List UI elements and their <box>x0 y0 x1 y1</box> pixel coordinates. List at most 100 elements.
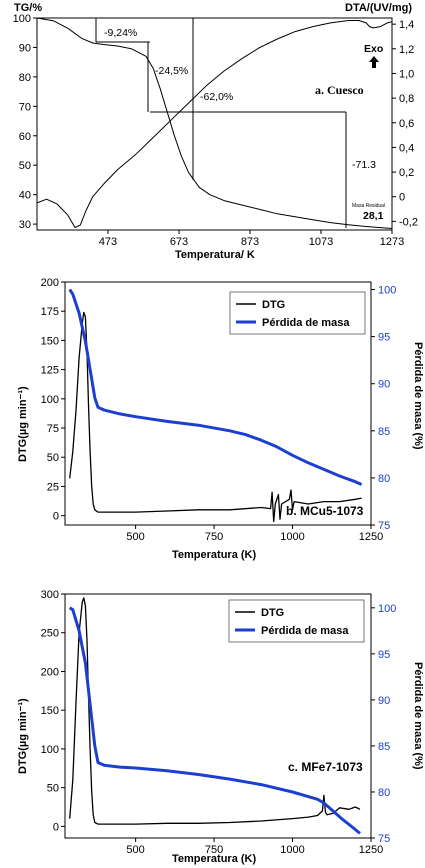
x-axis-label: Temperatura (K) <box>172 853 256 865</box>
x-tick-label: 673 <box>170 236 188 248</box>
x-tick-label: 750 <box>205 844 223 856</box>
annotation-28-1: 28,1 <box>363 210 384 222</box>
tick-group: 500 750 1000 125030025020015010050010095908… <box>41 589 397 856</box>
x-tick-label: 1250 <box>359 531 383 543</box>
chart-a-cuesco: 473 673 873 1073 1273 100 90 80 70 60 50 40 30 1,4 1,2… <box>13 2 418 261</box>
annotation-71-3: -71.3 <box>352 159 376 171</box>
y-tick-label: 90 <box>19 42 31 54</box>
y-tick-label: 40 <box>19 190 31 202</box>
x-tick-label: 500 <box>126 531 144 543</box>
series-line-0 <box>36 17 393 229</box>
y-tick-label: 70 <box>19 101 31 113</box>
y-tick-label: 250 <box>41 628 59 640</box>
y2-tick-label: 0,2 <box>399 167 414 179</box>
y-tick-label: 300 <box>41 589 59 601</box>
y2-tick-label: 100 <box>378 285 396 297</box>
x-axis-label: Temperatura/ K <box>175 249 255 261</box>
legend-label-mass: Pérdida de masa <box>262 317 350 329</box>
x-tick-label: 873 <box>241 236 259 248</box>
plot-frame <box>36 17 393 231</box>
x-tick-label: 1250 <box>359 844 383 856</box>
y2-tick-label: 100 <box>378 603 396 615</box>
y2-tick-label: 75 <box>378 833 390 845</box>
chart-c-mfe7: 500 750 1000 125030025020015010050010095908… <box>17 589 424 865</box>
annotation-62-0: -62,0% <box>200 91 233 103</box>
tick-group: 500 750 1000 1250 200 175 150 125 100 75 50 25 0 100 9… <box>41 277 397 543</box>
y-tick-label: 200 <box>41 666 59 678</box>
panel-label: c. MFe7-1073 <box>288 760 363 774</box>
x-tick-label: 1000 <box>280 531 304 543</box>
plot-frame <box>64 281 372 526</box>
y2-tick-label: 95 <box>378 332 390 344</box>
y-tick-label: 50 <box>19 160 31 172</box>
series-group <box>68 597 361 835</box>
panel-label: b. MCu5-1073 <box>286 504 364 518</box>
y2-axis-label: Pérdida de masa (%) <box>412 342 424 450</box>
y2-tick-label: 95 <box>378 649 390 661</box>
y-axis-label: DTG(µg min⁻¹) <box>17 698 29 774</box>
y2-tick-label: -0,2 <box>399 216 418 228</box>
chart-b-mcu5: 500 750 1000 1250 200 175 150 125 100 75 50 25 0 100 9… <box>17 277 424 561</box>
y-axis-label: DTG(µg min⁻¹) <box>17 386 29 462</box>
y2-axis-label: Pérdida de masa (%) <box>412 662 424 770</box>
annotation-exo: Exo <box>364 43 383 55</box>
legend-box <box>229 291 366 335</box>
y2-tick-label: 80 <box>378 787 390 799</box>
y-tick-label: 75 <box>47 423 59 435</box>
series-line-0 <box>69 597 361 825</box>
annotation-24-5: -24,5% <box>155 65 188 77</box>
y-tick-label: 100 <box>41 744 59 756</box>
exo-arrow-icon <box>369 56 379 68</box>
annotation-9-24: -9,24% <box>104 27 137 39</box>
annotation-residual-mass: Masa Residual <box>352 203 385 209</box>
x-tick-label: 1273 <box>380 236 404 248</box>
series-line-1 <box>68 606 361 835</box>
y-tick-label: 50 <box>47 452 59 464</box>
y-tick-label: 175 <box>41 306 59 318</box>
y-tick-label: 125 <box>41 365 59 377</box>
x-tick-label: 473 <box>99 236 117 248</box>
y2-tick-label: 80 <box>378 473 390 485</box>
y-tick-label: 100 <box>13 13 31 25</box>
y2-tick-label: 90 <box>378 379 390 391</box>
series-group <box>36 17 393 229</box>
series-line-1 <box>36 20 393 228</box>
series-line-0 <box>69 311 362 523</box>
y2-tick-label: 85 <box>378 741 390 753</box>
y-tick-label: 0 <box>53 821 59 833</box>
x-tick-label: 750 <box>205 531 223 543</box>
annotation-lines <box>37 17 347 228</box>
legend-box <box>228 599 365 643</box>
y2-tick-label: 1,4 <box>399 19 414 31</box>
x-tick-label: 1073 <box>309 236 333 248</box>
legend-label-mass: Pérdida de masa <box>261 625 349 637</box>
x-axis-label: Temperatura (K) <box>172 549 256 561</box>
series-line-1 <box>68 288 363 486</box>
legend-label-dtg: DTG <box>261 607 284 619</box>
y2-tick-label: 75 <box>378 520 390 532</box>
y-tick-label: 0 <box>53 511 59 523</box>
y-tick-label: 60 <box>19 131 31 143</box>
y2-tick-label: 0,4 <box>399 142 414 154</box>
x-tick-label: 500 <box>126 844 144 856</box>
y2-tick-label: 0,6 <box>399 118 414 130</box>
y-tick-label: 100 <box>41 394 59 406</box>
panel-label: a. Cuesco <box>315 83 364 97</box>
y2-tick-label: 1,2 <box>399 44 414 56</box>
y-tick-label: 50 <box>47 783 59 795</box>
y-tick-label: 30 <box>19 219 31 231</box>
y-tick-label: 80 <box>19 72 31 84</box>
y-tick-label: 200 <box>41 277 59 289</box>
x-tick-label: 1000 <box>280 844 304 856</box>
legend-label-dtg: DTG <box>262 299 285 311</box>
tick-group: 473 673 873 1073 1273 100 90 80 70 60 50 40 30 1,4 1,2… <box>13 13 418 248</box>
y-tick-label: 150 <box>41 335 59 347</box>
y2-tick-label: 1,0 <box>399 68 414 80</box>
y-axis-label: TG/% <box>14 2 42 14</box>
y2-tick-label: 90 <box>378 695 390 707</box>
y2-tick-label: 85 <box>378 426 390 438</box>
y2-tick-label: 0,8 <box>399 93 414 105</box>
series-group <box>68 288 363 523</box>
y2-tick-label: 0 <box>399 192 405 204</box>
y-tick-label: 150 <box>41 705 59 717</box>
